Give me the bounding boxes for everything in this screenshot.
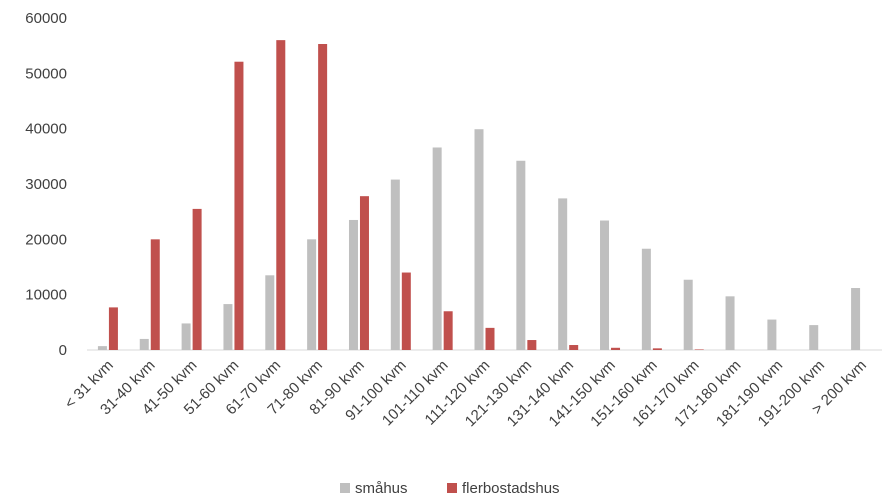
bar-flerbostadshus xyxy=(443,311,453,350)
bar-flerbostadshus xyxy=(276,40,286,351)
y-tick-label: 30000 xyxy=(25,176,67,193)
y-tick-label: 0 xyxy=(59,342,67,359)
legend-label-smahus: småhus xyxy=(355,480,408,497)
bar-flerbostadshus xyxy=(234,61,244,351)
bar-smahus xyxy=(641,248,651,350)
bar-smahus xyxy=(600,220,610,350)
bar-smahus xyxy=(767,319,777,350)
bar-flerbostadshus xyxy=(359,196,369,350)
y-tick-label: 20000 xyxy=(25,231,67,248)
bar-smahus xyxy=(474,129,484,350)
bar-smahus xyxy=(558,198,568,350)
bar-flerbostadshus xyxy=(150,239,160,350)
bar-smahus xyxy=(390,179,400,350)
legend: småhus flerbostadshus xyxy=(340,480,560,497)
bar-flerbostadshus xyxy=(192,208,202,350)
bar-flerbostadshus xyxy=(569,345,579,350)
bars xyxy=(97,40,861,351)
bar-smahus xyxy=(516,160,526,350)
y-tick-label: 40000 xyxy=(25,121,67,138)
bar-smahus xyxy=(139,338,149,350)
bar-smahus xyxy=(809,325,819,350)
bar-flerbostadshus xyxy=(611,347,621,350)
bar-smahus xyxy=(683,279,693,350)
bar-smahus xyxy=(348,219,358,350)
y-tick-label: 50000 xyxy=(25,65,67,82)
legend-swatch-smahus xyxy=(340,483,350,493)
bar-smahus xyxy=(181,323,191,350)
bar-flerbostadshus xyxy=(485,327,495,350)
legend-swatch-flerbostadshus xyxy=(447,483,457,493)
bar-smahus xyxy=(265,275,275,350)
bar-smahus xyxy=(97,346,107,350)
bar-smahus xyxy=(851,288,861,350)
bar-smahus xyxy=(725,296,735,350)
bar-smahus xyxy=(223,304,233,350)
bar-flerbostadshus xyxy=(527,340,537,350)
y-tick-label: 10000 xyxy=(25,287,67,304)
bar-flerbostadshus xyxy=(401,272,411,350)
bar-flerbostadshus xyxy=(108,307,118,350)
bar-smahus xyxy=(432,147,442,350)
y-axis: 0 10000 20000 30000 40000 50000 60000 xyxy=(25,10,67,359)
legend-label-flerbostadshus: flerbostadshus xyxy=(462,480,560,497)
y-tick-label: 60000 xyxy=(25,10,67,27)
bar-flerbostadshus xyxy=(694,349,704,350)
bar-smahus xyxy=(307,239,317,350)
bar-flerbostadshus xyxy=(652,348,662,350)
bar-flerbostadshus xyxy=(318,44,328,351)
